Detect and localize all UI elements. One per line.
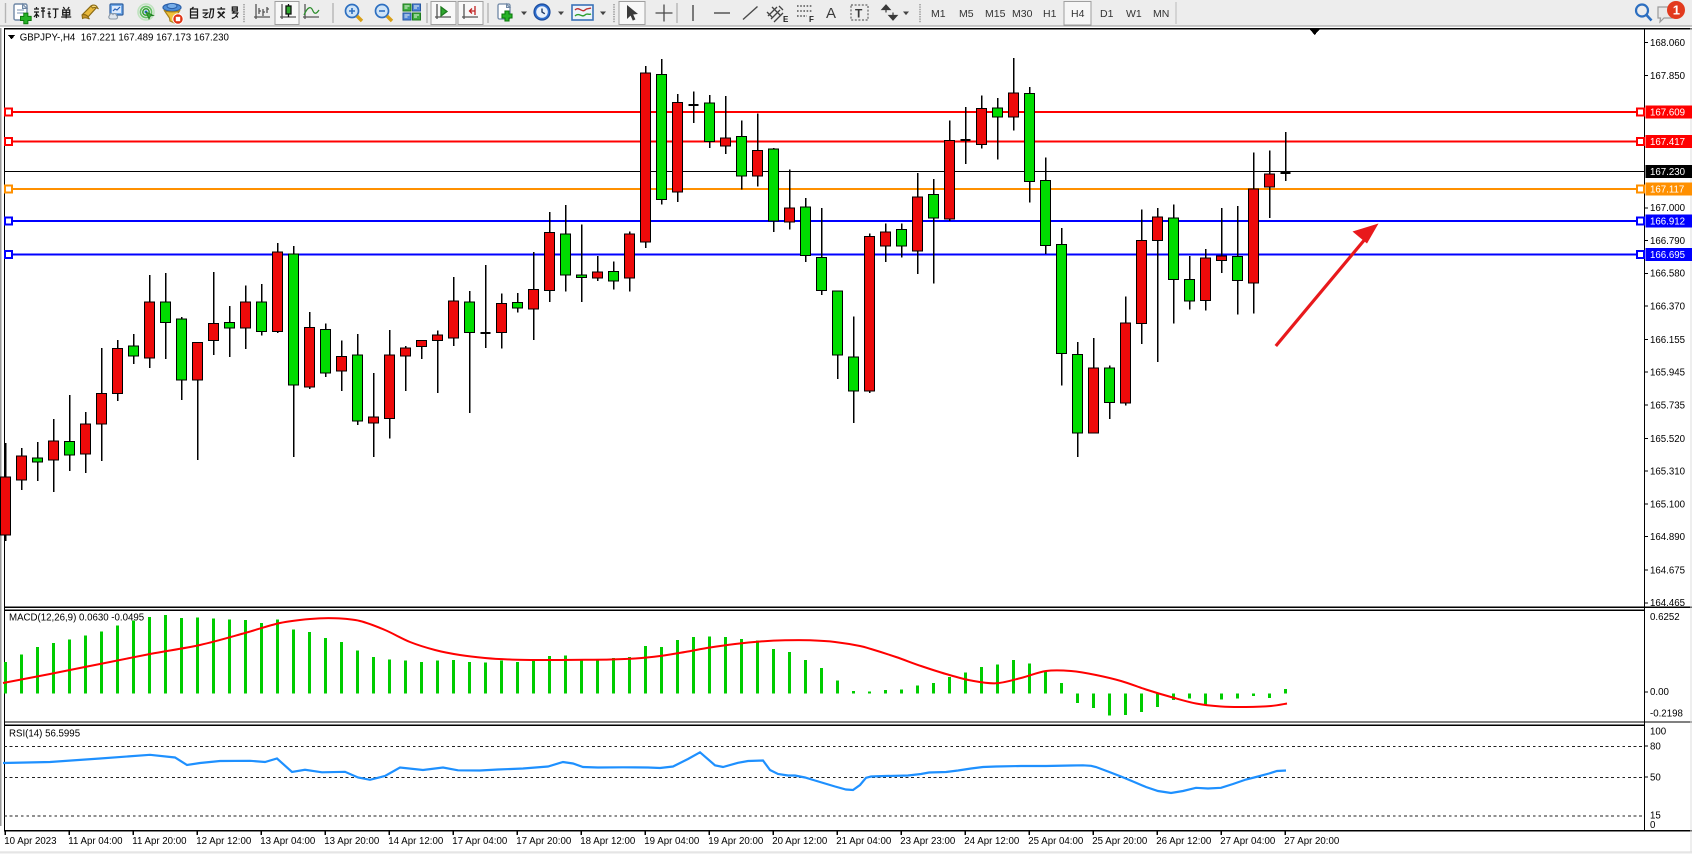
svg-text:26 Apr 12:00: 26 Apr 12:00 [1156, 836, 1212, 847]
svg-text:164.675: 164.675 [1650, 565, 1685, 576]
svg-text:25 Apr 20:00: 25 Apr 20:00 [1092, 836, 1148, 847]
svg-text:165.520: 165.520 [1650, 434, 1686, 445]
svg-text:15: 15 [1650, 810, 1661, 821]
svg-text:17 Apr 04:00: 17 Apr 04:00 [452, 836, 508, 847]
svg-text:M5: M5 [959, 8, 974, 20]
svg-text:27 Apr 20:00: 27 Apr 20:00 [1284, 836, 1340, 847]
svg-text:-0.2198: -0.2198 [1650, 708, 1683, 719]
svg-text:T: T [855, 7, 863, 21]
svg-text:167.230: 167.230 [1650, 167, 1686, 178]
svg-text:165.945: 165.945 [1650, 368, 1685, 379]
svg-text:10 Apr 2023: 10 Apr 2023 [4, 836, 56, 847]
svg-text:165.310: 165.310 [1650, 467, 1686, 478]
svg-text:27 Apr 04:00: 27 Apr 04:00 [1220, 836, 1276, 847]
svg-text:M30: M30 [1012, 8, 1033, 20]
svg-text:13 Apr 20:00: 13 Apr 20:00 [324, 836, 380, 847]
svg-text:11 Apr 20:00: 11 Apr 20:00 [132, 836, 187, 847]
svg-text:80: 80 [1650, 741, 1661, 752]
svg-text:H4: H4 [1071, 8, 1085, 20]
svg-text:167.850: 167.850 [1650, 71, 1686, 82]
svg-text:F: F [809, 15, 814, 24]
svg-text:166.695: 166.695 [1650, 250, 1685, 261]
svg-text:19 Apr 20:00: 19 Apr 20:00 [708, 836, 764, 847]
svg-text:MACD(12,26,9) 0.0630 -0.0495: MACD(12,26,9) 0.0630 -0.0495 [9, 613, 144, 624]
svg-text:167.609: 167.609 [1650, 107, 1685, 118]
svg-text:M15: M15 [985, 8, 1006, 20]
svg-text:167.117: 167.117 [1650, 184, 1684, 195]
svg-text:RSI(14) 56.5995: RSI(14) 56.5995 [9, 729, 80, 740]
svg-text:23 Apr 23:00: 23 Apr 23:00 [900, 836, 956, 847]
svg-text:0: 0 [1650, 820, 1656, 831]
svg-text:0.00: 0.00 [1650, 687, 1669, 698]
svg-text:50: 50 [1650, 772, 1661, 783]
svg-text:18 Apr 12:00: 18 Apr 12:00 [580, 836, 636, 847]
svg-text:19 Apr 04:00: 19 Apr 04:00 [644, 836, 700, 847]
svg-text:A: A [826, 5, 836, 22]
svg-text:13 Apr 04:00: 13 Apr 04:00 [260, 836, 316, 847]
svg-text:166.580: 166.580 [1650, 269, 1686, 280]
svg-text:D1: D1 [1100, 8, 1114, 20]
svg-text:167.417: 167.417 [1650, 137, 1685, 148]
svg-text:166.912: 166.912 [1650, 216, 1685, 227]
svg-text:164.465: 164.465 [1650, 598, 1685, 609]
svg-text:165.100: 165.100 [1650, 499, 1686, 510]
svg-text:166.155: 166.155 [1650, 335, 1685, 346]
svg-text:166.790: 166.790 [1650, 236, 1686, 247]
svg-text:0.6252: 0.6252 [1650, 612, 1680, 623]
svg-text:21 Apr 04:00: 21 Apr 04:00 [836, 836, 892, 847]
svg-text:168.060: 168.060 [1650, 38, 1686, 49]
svg-text:166.370: 166.370 [1650, 301, 1686, 312]
svg-text:164.890: 164.890 [1650, 532, 1686, 543]
svg-text:17 Apr 20:00: 17 Apr 20:00 [516, 836, 572, 847]
svg-text:W1: W1 [1126, 8, 1142, 20]
svg-text:GBPJPY-,H4 167.221 167.489 16: GBPJPY-,H4 167.221 167.489 167.173 167.2… [20, 32, 230, 43]
svg-text:24 Apr 12:00: 24 Apr 12:00 [964, 836, 1020, 847]
svg-text:14 Apr 12:00: 14 Apr 12:00 [388, 836, 444, 847]
svg-text:1: 1 [1673, 3, 1680, 18]
svg-text:12 Apr 12:00: 12 Apr 12:00 [196, 836, 252, 847]
svg-text:25 Apr 04:00: 25 Apr 04:00 [1028, 836, 1084, 847]
svg-text:167.000: 167.000 [1650, 203, 1686, 214]
svg-text:11 Apr 04:00: 11 Apr 04:00 [68, 836, 123, 847]
svg-text:165.735: 165.735 [1650, 400, 1685, 411]
svg-text:M1: M1 [931, 8, 946, 20]
svg-text:H1: H1 [1043, 8, 1057, 20]
svg-text:E: E [783, 15, 789, 24]
svg-text:20 Apr 12:00: 20 Apr 12:00 [772, 836, 828, 847]
svg-text:MN: MN [1153, 8, 1169, 20]
svg-text:100: 100 [1650, 726, 1667, 737]
